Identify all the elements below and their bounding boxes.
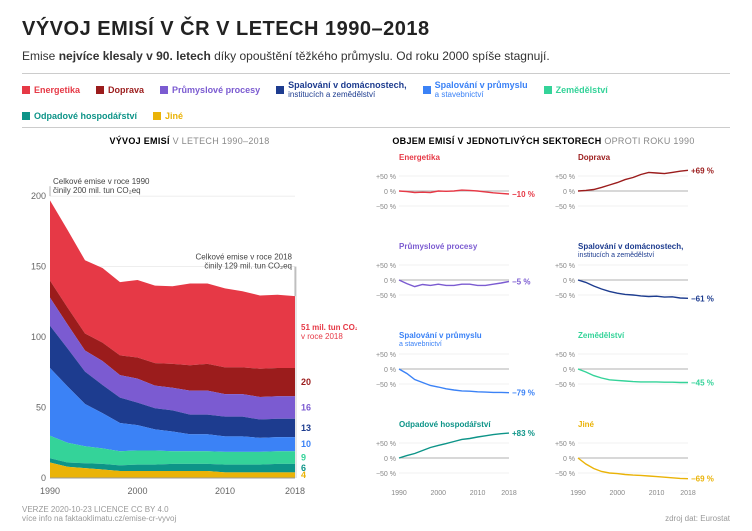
area-chart-title: VÝVOJ EMISÍ V LETECH 1990–2018 [22,136,357,146]
svg-text:činily 200 mil. tun CO₂eq: činily 200 mil. tun CO₂eq [53,186,141,195]
small-panel: +50 % 0 % −50 % Spalování v průmyslua stave… [371,328,537,408]
svg-text:9: 9 [301,453,306,463]
legend: Energetika Doprava Průmyslové procesy Spalo… [22,73,730,128]
small-panel: +50 % 0 % −50 % Odpadové hospodářství +83 % 1… [371,417,537,497]
svg-text:+50 %: +50 % [554,441,574,448]
svg-text:100: 100 [31,332,46,342]
svg-text:0: 0 [41,473,46,483]
svg-text:0 %: 0 % [384,278,396,285]
svg-text:2018: 2018 [501,490,517,497]
svg-text:Spalování v domácnostech,: Spalování v domácnostech, [578,242,683,251]
svg-text:0 %: 0 % [562,456,574,463]
svg-text:−10 %: −10 % [512,190,535,199]
footer-right: zdroj dat: Eurostat [665,514,730,523]
svg-text:−45 %: −45 % [691,379,714,388]
legend-item: Průmyslové procesy [160,80,260,99]
svg-text:0 %: 0 % [384,367,396,374]
svg-text:2018: 2018 [680,490,696,497]
svg-text:Průmyslové procesy: Průmyslové procesy [399,242,478,251]
small-multiples: +50 % 0 % −50 % Energetika −10 % +50 % 0 % −50 … [371,150,716,502]
svg-text:−50 %: −50 % [554,471,574,478]
legend-item: Energetika [22,80,80,99]
legend-item: Jiné [153,111,183,121]
svg-text:200: 200 [31,191,46,201]
svg-text:4: 4 [301,470,306,480]
small-panel: +50 % 0 % −50 % Průmyslové procesy −5 % [371,239,537,319]
svg-text:−50 %: −50 % [376,471,396,478]
svg-text:2000: 2000 [430,490,446,497]
svg-text:0 %: 0 % [562,278,574,285]
svg-text:−79 %: −79 % [512,389,535,398]
svg-text:+50 %: +50 % [376,352,396,359]
svg-text:Celkové emise v roce 1990: Celkové emise v roce 1990 [53,177,150,186]
legend-item: Spalování v průmyslua stavebnictví [423,80,528,99]
svg-text:2010: 2010 [215,486,235,496]
small-panel: +50 % 0 % −50 % Energetika −10 % [371,150,537,230]
svg-text:10: 10 [301,439,311,449]
svg-text:Odpadové hospodářství: Odpadové hospodářství [399,420,491,429]
svg-text:Doprava: Doprava [578,153,611,162]
svg-text:1990: 1990 [391,490,407,497]
legend-item: Spalování v domácnostech,institucích a z… [276,80,407,99]
svg-text:Spalování v průmyslu: Spalování v průmyslu [399,331,482,340]
svg-text:+50 %: +50 % [376,263,396,270]
subtitle: Emise nejvíce klesaly v 90. letech díky … [22,49,730,63]
svg-text:1990: 1990 [570,490,586,497]
svg-text:2000: 2000 [127,486,147,496]
svg-text:2018: 2018 [285,486,305,496]
svg-text:−69 %: −69 % [691,475,714,484]
small-panel: +50 % 0 % −50 % Doprava +69 % [550,150,716,230]
svg-text:1990: 1990 [40,486,60,496]
svg-text:−50 %: −50 % [554,382,574,389]
page-title: VÝVOJ EMISÍ V ČR V LETECH 1990–2018 [22,18,730,41]
small-panel: +50 % 0 % −50 % Spalování v domácnostech,in… [550,239,716,319]
svg-text:činily 129 mil. tun CO₂eq: činily 129 mil. tun CO₂eq [204,262,292,271]
small-panel: +50 % 0 % −50 % Zemědělství −45 % [550,328,716,408]
svg-text:−50 %: −50 % [376,204,396,211]
svg-text:0 %: 0 % [562,189,574,196]
svg-text:−50 %: −50 % [554,293,574,300]
svg-text:Celkové emise v roce 2018: Celkové emise v roce 2018 [196,253,293,262]
svg-text:20: 20 [301,377,311,387]
svg-text:0 %: 0 % [384,189,396,196]
legend-item: Zemědělství [544,80,608,99]
svg-text:+50 %: +50 % [554,174,574,181]
svg-text:institucích a zemědělství: institucích a zemědělství [578,252,654,259]
svg-text:−50 %: −50 % [376,293,396,300]
small-panel: +50 % 0 % −50 % Jiné −69 % 1990 2000 2010 2018 [550,417,716,497]
svg-text:Jiné: Jiné [578,420,595,429]
legend-item: Doprava [96,80,144,99]
svg-text:2000: 2000 [609,490,625,497]
small-multiples-title: OBJEM EMISÍ V JEDNOTLIVÝCH SEKTORECH OPR… [371,136,716,146]
svg-text:16: 16 [301,403,311,413]
area-chart: 0501001502001990200020102018Celkové emis… [22,150,357,500]
svg-text:2010: 2010 [470,490,486,497]
svg-text:+50 %: +50 % [376,441,396,448]
svg-text:+50 %: +50 % [554,263,574,270]
svg-text:+50 %: +50 % [554,352,574,359]
svg-text:2010: 2010 [648,490,664,497]
svg-text:−50 %: −50 % [554,204,574,211]
svg-text:+83 %: +83 % [512,429,535,438]
svg-text:v roce 2018: v roce 2018 [301,332,343,341]
svg-text:−5 %: −5 % [512,278,530,287]
svg-text:0 %: 0 % [562,367,574,374]
svg-text:+50 %: +50 % [376,174,396,181]
svg-text:+69 %: +69 % [691,166,714,175]
svg-text:50: 50 [36,403,46,413]
svg-text:Energetika: Energetika [399,153,440,162]
svg-text:−50 %: −50 % [376,382,396,389]
svg-text:Zemědělství: Zemědělství [578,331,625,340]
legend-item: Odpadové hospodářství [22,111,137,121]
svg-text:150: 150 [31,262,46,272]
svg-text:0 %: 0 % [384,456,396,463]
svg-text:13: 13 [301,423,311,433]
svg-text:−61 %: −61 % [691,294,714,303]
footer-left: VERZE 2020-10-23 LICENCE CC BY 4.0 více … [22,505,176,523]
svg-text:51 mil. tun CO₂eq: 51 mil. tun CO₂eq [301,323,357,332]
svg-text:a stavebnictví: a stavebnictví [399,341,442,348]
